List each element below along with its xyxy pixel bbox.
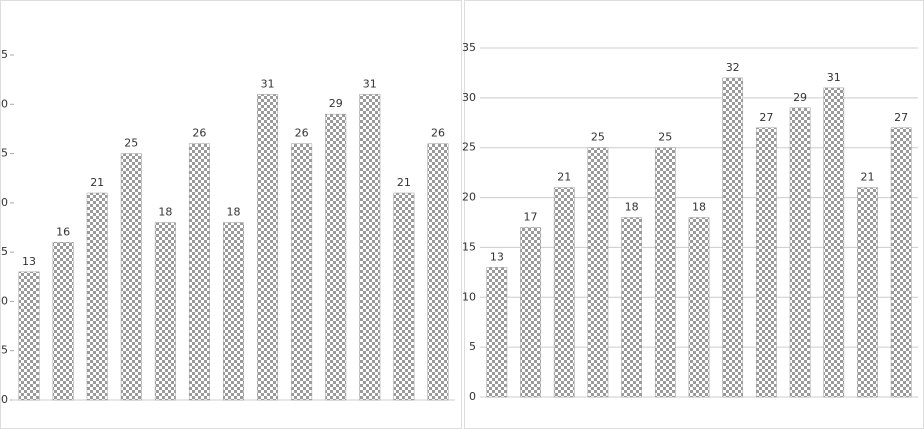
data-label: 25 [658,131,672,144]
data-label: 29 [793,91,807,104]
y-tick-label: 30 [0,97,8,110]
bar [359,94,381,401]
bar [188,143,210,401]
data-label: 21 [90,176,104,189]
data-label: 25 [124,137,138,150]
data-label: 31 [363,77,377,90]
data-label: 27 [894,111,908,124]
y-tick-label: 25 [0,147,8,160]
y-tick-label: 10 [462,290,476,303]
y-tick-label: 5 [469,340,476,353]
bar [393,192,415,401]
bar [722,77,744,398]
bar [756,127,777,398]
data-label: 31 [261,77,275,90]
y-tick-label: 20 [0,196,8,209]
bar [120,153,142,401]
bar [325,113,347,401]
y-tick-label: 35 [0,48,8,61]
data-label: 21 [397,176,411,189]
data-label: 27 [759,111,773,124]
bar [890,127,912,398]
data-label: 13 [490,250,504,263]
data-label: 29 [329,97,343,110]
bar [654,147,676,398]
y-tick-label: 30 [462,91,476,104]
data-label: 13 [22,255,36,268]
y-tick-label: 0 [469,390,476,403]
bar [486,267,508,398]
y-tick-label: 15 [462,240,476,253]
bar [621,217,642,398]
data-label: 18 [158,206,172,219]
data-label: 26 [431,127,445,140]
bar [86,192,108,401]
bar [223,222,244,401]
y-tick-label: 15 [0,245,8,258]
data-label: 26 [295,127,309,140]
bar [823,87,845,398]
bar [857,187,878,398]
y-tick-label: 0 [1,393,8,406]
bar [553,187,575,398]
bar [291,143,313,401]
data-label: 32 [726,61,740,74]
data-label: 26 [192,127,206,140]
bar [52,242,74,401]
bar [154,222,176,401]
bar [520,227,541,398]
bar [427,143,449,401]
data-label: 16 [56,225,70,238]
data-label: 25 [591,131,605,144]
bar [688,217,710,398]
y-tick-label: 5 [1,344,8,357]
bar [587,147,609,398]
data-label: 17 [524,210,538,223]
data-label: 18 [692,201,706,214]
bar [18,271,40,401]
y-tick-label: 25 [462,141,476,154]
data-label: 18 [625,201,639,214]
y-tick-label: 10 [0,294,8,307]
data-label: 21 [557,171,571,184]
data-label: 31 [827,71,841,84]
bar [789,107,811,398]
bar [257,94,279,401]
data-label: 21 [860,171,874,184]
y-tick-label: 35 [462,41,476,54]
data-label: 18 [227,206,241,219]
y-tick-label: 20 [462,191,476,204]
